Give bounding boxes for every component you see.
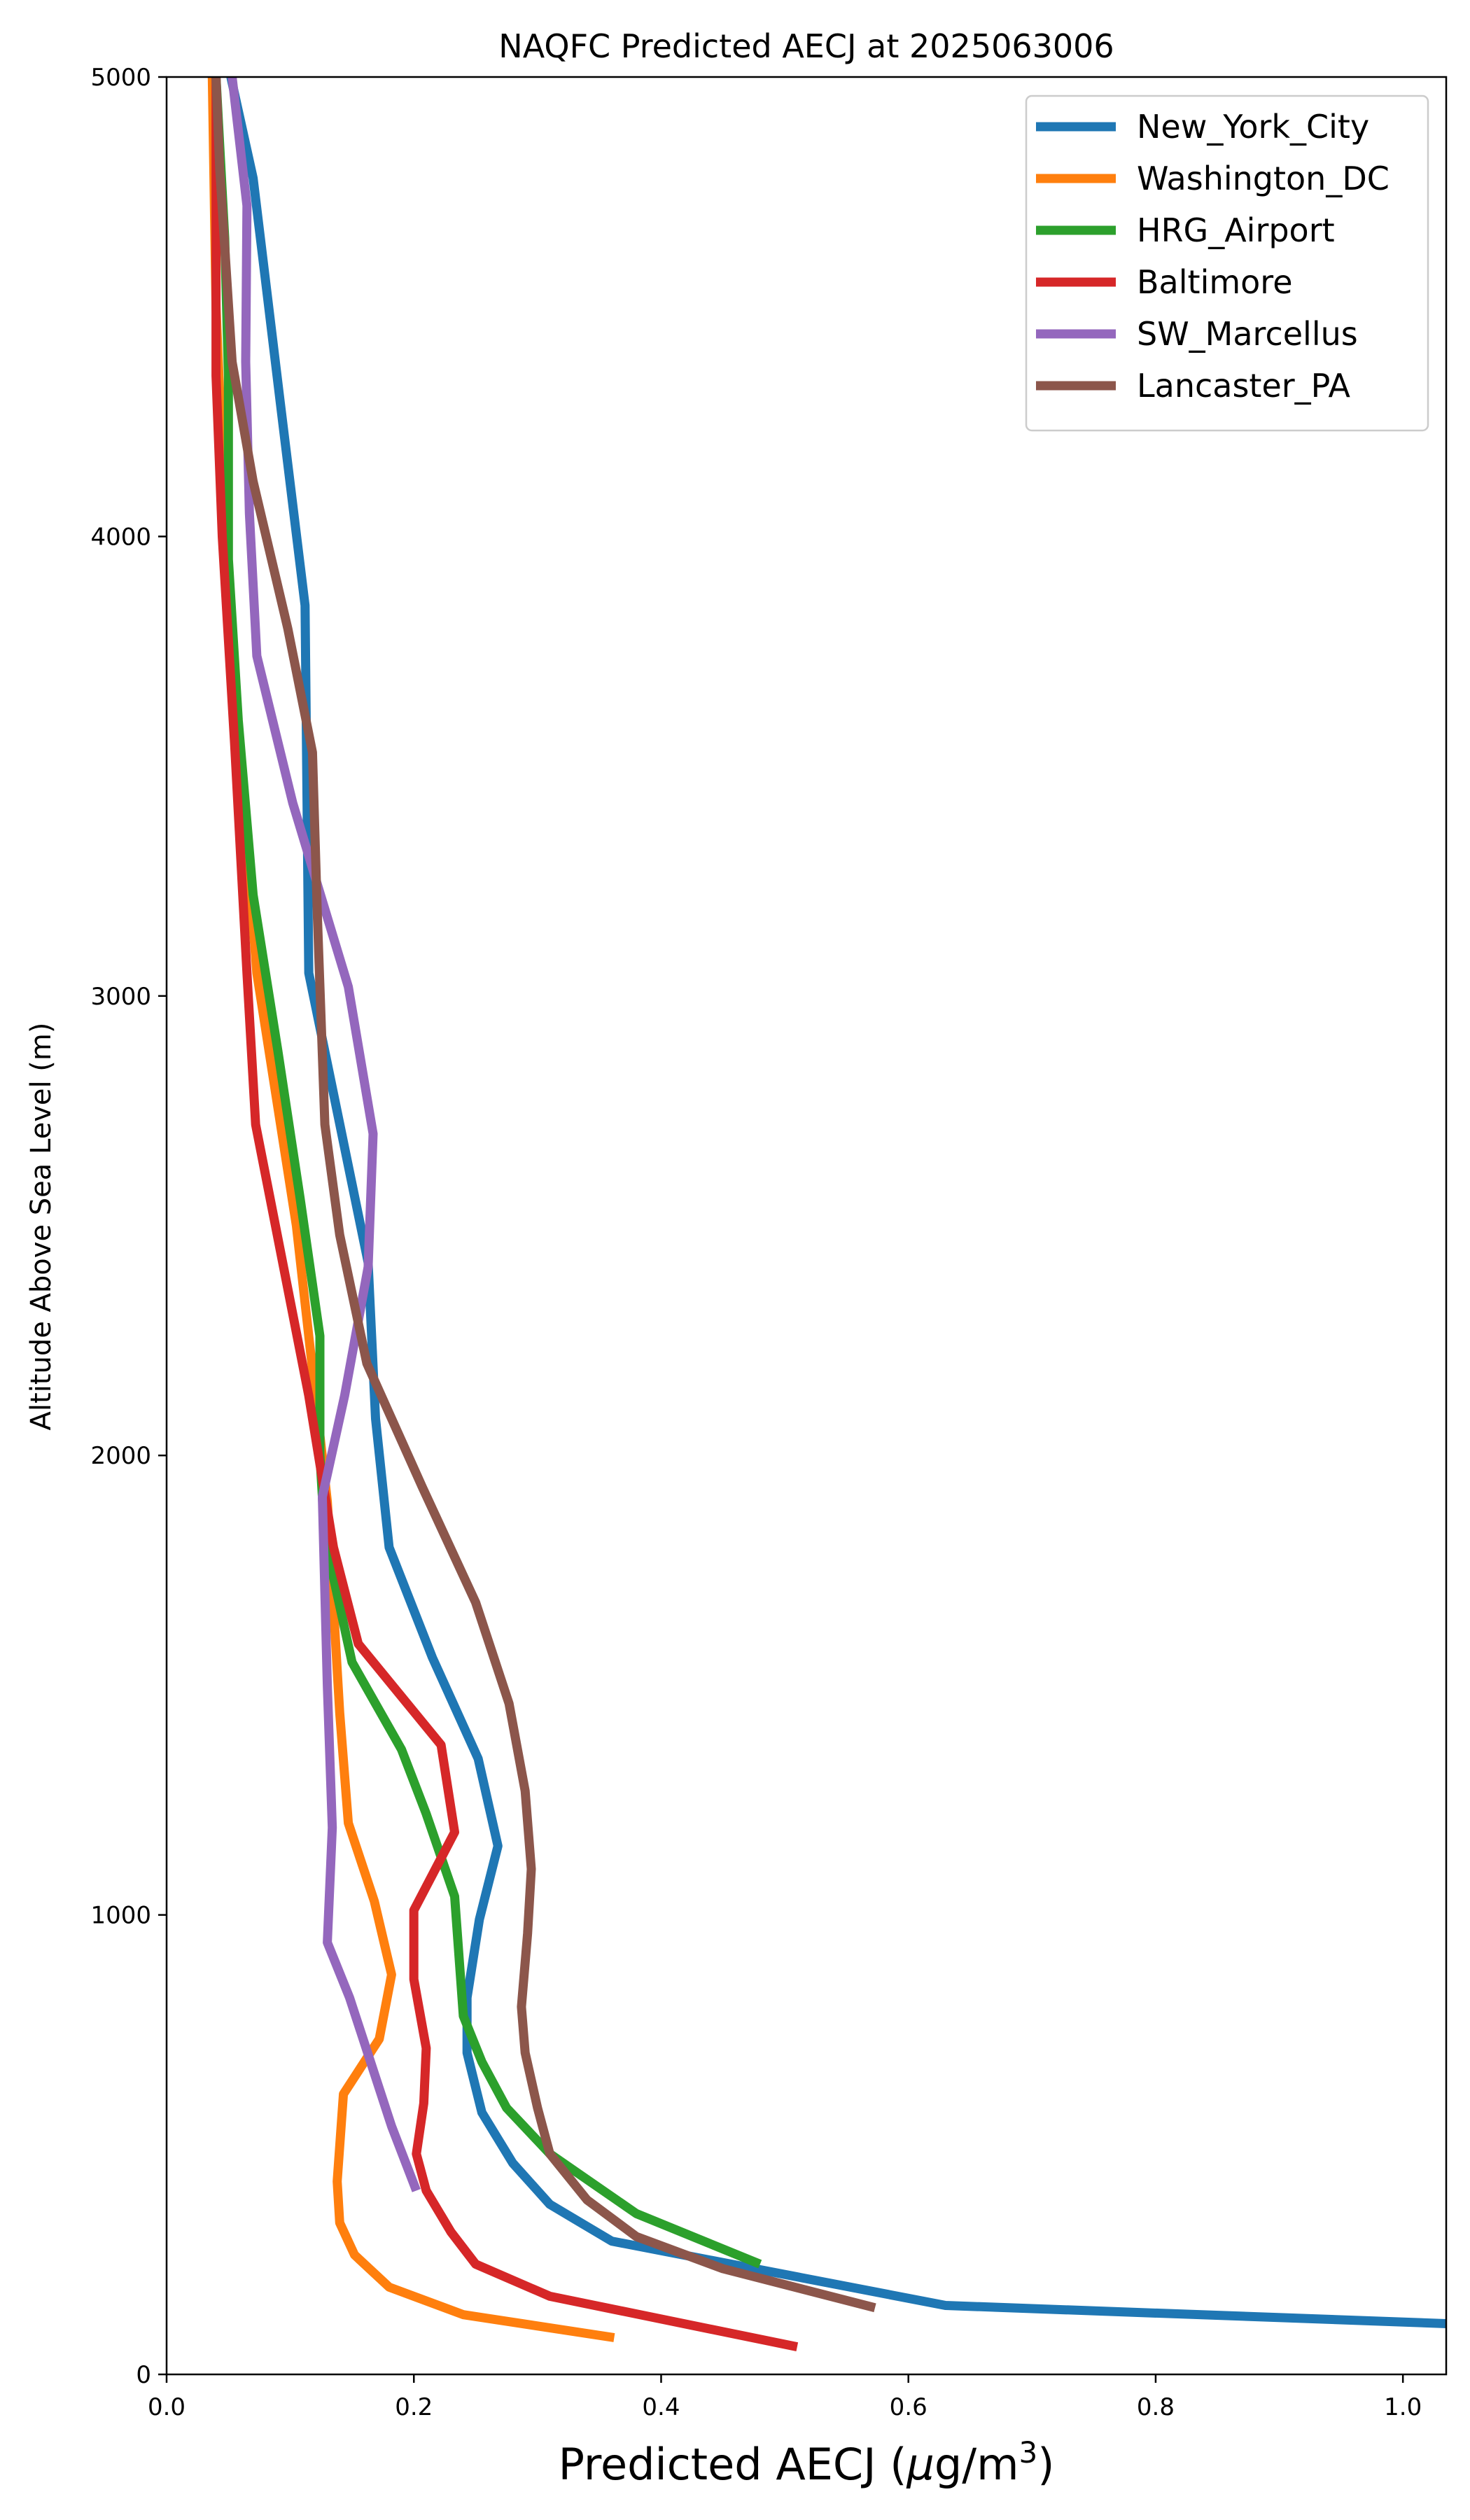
x-axis: 0.0 0.2 0.4 0.6 0.8 1.0 [148, 2374, 1422, 2421]
legend-label: Lancaster_PA [1137, 367, 1350, 405]
y-tick-label: 5000 [90, 64, 151, 92]
legend-label: Baltimore [1137, 263, 1293, 301]
y-tick-label: 1000 [90, 1902, 151, 1930]
x-axis-label-unit: g/m [934, 2439, 1019, 2490]
x-axis-label-close: ) [1037, 2439, 1054, 2490]
series-line-new-york-city [226, 77, 1446, 2328]
y-tick-label: 3000 [90, 983, 151, 1011]
x-axis-label: Predicted AECJ (μg/m3) [559, 2435, 1055, 2490]
x-tick-label: 0.2 [395, 2393, 433, 2421]
y-tick-label: 4000 [90, 523, 151, 551]
x-tick-label: 0.6 [890, 2393, 927, 2421]
series-layer [207, 77, 1446, 2351]
plot-area [207, 77, 1446, 2351]
plot-frame [165, 76, 1448, 2376]
x-tick-label: 0.8 [1137, 2393, 1175, 2421]
legend-label: Washington_DC [1137, 160, 1390, 197]
x-axis-label-mu: μ [906, 2439, 934, 2490]
legend-label: New_York_City [1137, 108, 1369, 146]
chart-title: NAQFC Predicted AECJ at 2025063006 [498, 27, 1114, 65]
y-axis-label: Altitude Above Sea Level (m) [25, 1023, 57, 1431]
series-line-baltimore [211, 77, 799, 2351]
x-tick-label: 0.4 [642, 2393, 680, 2421]
legend: New_York_City Washington_DC HRG_Airport Bal… [1025, 94, 1429, 432]
x-axis-label-superscript: 3 [1018, 2435, 1037, 2470]
legend-label: SW_Marcellus [1137, 315, 1358, 353]
y-tick-label: 0 [136, 2361, 151, 2389]
x-axis-label-main: Predicted AECJ ( [559, 2439, 907, 2490]
x-tick-label: 0.0 [148, 2393, 186, 2421]
legend-label: HRG_Airport [1137, 211, 1335, 249]
x-tick-label: 1.0 [1384, 2393, 1422, 2421]
y-tick-label: 2000 [90, 1442, 151, 1470]
legend-frame [1025, 94, 1429, 432]
series-line-lancaster-pa [211, 77, 876, 2313]
y-axis: 0 1000 2000 3000 4000 5000 [90, 64, 167, 2389]
